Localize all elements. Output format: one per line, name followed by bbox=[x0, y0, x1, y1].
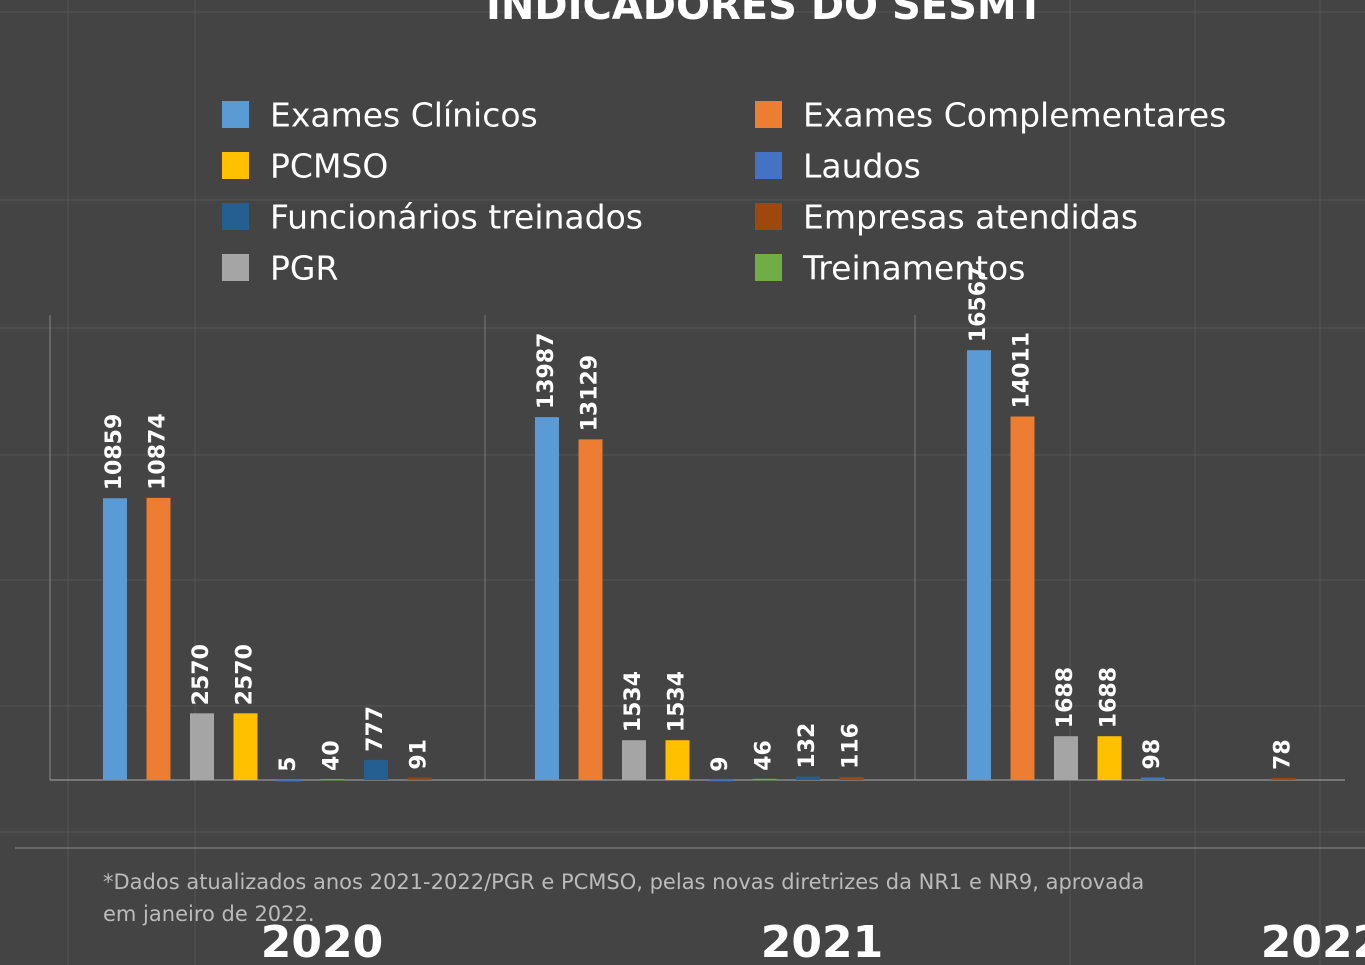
data-label: 16567 bbox=[966, 266, 991, 343]
legend-swatch bbox=[755, 101, 782, 128]
bar bbox=[364, 759, 388, 780]
legend-swatch bbox=[222, 152, 249, 179]
bar bbox=[967, 350, 991, 780]
bar bbox=[233, 713, 258, 780]
bar bbox=[752, 778, 777, 781]
legend-label: Laudos bbox=[803, 147, 921, 186]
data-label: 132 bbox=[795, 723, 820, 769]
data-label: 777 bbox=[363, 706, 388, 752]
data-label: 13129 bbox=[578, 355, 603, 432]
legend-swatch bbox=[755, 203, 782, 230]
data-label: 40 bbox=[320, 740, 345, 771]
data-label: 5 bbox=[276, 757, 301, 772]
bar bbox=[1054, 736, 1078, 780]
legend-swatch bbox=[755, 254, 782, 281]
legend-label: Exames Complementares bbox=[803, 96, 1226, 135]
bar bbox=[709, 779, 733, 782]
bar bbox=[578, 439, 603, 780]
bar bbox=[622, 740, 646, 780]
data-label: 10874 bbox=[146, 413, 171, 490]
data-label: 116 bbox=[839, 723, 864, 769]
data-label: 2570 bbox=[189, 644, 214, 705]
legend-label: Funcionários treinados bbox=[270, 198, 643, 237]
data-label: 1688 bbox=[1053, 667, 1078, 728]
bar bbox=[407, 777, 432, 780]
x-tick-label: 2021 bbox=[761, 917, 883, 965]
bar bbox=[277, 779, 301, 782]
bar bbox=[103, 498, 127, 780]
footnote-box: *Dados atualizados anos 2021-2022/PGR e … bbox=[103, 870, 1145, 926]
bar bbox=[1141, 777, 1165, 780]
bar bbox=[190, 713, 214, 780]
legend-label: Empresas atendidas bbox=[803, 198, 1138, 237]
data-label: 13987 bbox=[534, 333, 559, 410]
bar bbox=[796, 776, 820, 780]
bar bbox=[146, 497, 171, 780]
data-label: 46 bbox=[752, 740, 777, 771]
data-label: 91 bbox=[407, 739, 432, 770]
legend-label: Treinamentos bbox=[802, 249, 1025, 288]
data-label: 1688 bbox=[1097, 667, 1122, 728]
bar bbox=[1097, 736, 1122, 780]
legend-label: PCMSO bbox=[270, 147, 388, 186]
bar bbox=[1271, 777, 1296, 780]
legend-label: Exames Clínicos bbox=[270, 96, 538, 135]
x-tick-label: 2020 bbox=[261, 917, 383, 965]
data-label: 1534 bbox=[621, 671, 646, 732]
legend-swatch bbox=[222, 203, 249, 230]
legend-swatch bbox=[222, 254, 249, 281]
bar bbox=[665, 740, 690, 780]
data-label: 98 bbox=[1140, 739, 1165, 770]
data-label: 2570 bbox=[233, 644, 258, 705]
footnote: *Dados atualizados anos 2021-2022/PGR e … bbox=[103, 870, 1145, 926]
data-label: 1534 bbox=[665, 671, 690, 732]
bar bbox=[320, 778, 345, 781]
legend-swatch bbox=[755, 152, 782, 179]
legend-swatch bbox=[222, 101, 249, 128]
legend-label: PGR bbox=[270, 249, 338, 288]
bar bbox=[535, 417, 559, 780]
bar bbox=[1010, 416, 1035, 780]
data-label: 14011 bbox=[1010, 332, 1035, 409]
bar bbox=[839, 776, 864, 780]
data-label: 9 bbox=[708, 756, 733, 771]
data-label: 78 bbox=[1271, 739, 1296, 770]
chart-title: INDICADORES DO SESMT bbox=[486, 0, 1045, 29]
x-tick-label: 2022 bbox=[1261, 917, 1365, 965]
data-label: 10859 bbox=[102, 414, 127, 491]
